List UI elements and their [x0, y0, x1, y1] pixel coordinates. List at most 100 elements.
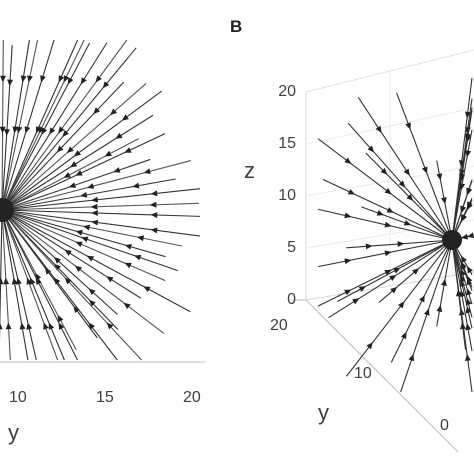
panel-b-trajectory-29-arrowhead-1 [436, 173, 443, 181]
panel-a-trajectory-26-arrowhead-2 [75, 230, 83, 236]
panel-a-trajectory-13-arrowhead-1 [110, 108, 118, 116]
panel-a-plot: 10 15 20 y [0, 39, 205, 445]
panel-a-equilibrium-point [0, 198, 14, 222]
panel-a-trajectory-39-arrowhead-1 [48, 322, 55, 330]
panel-b-trajectory-33-arrowhead-1 [465, 133, 471, 141]
panel-b-trajectory-21-arrowhead-1 [344, 212, 352, 219]
panel-b-trajectory-38-arrowhead-2 [461, 213, 467, 222]
panel-a-trajectory-16-arrowhead-2 [63, 172, 71, 178]
panel-a-trajectory-28 [1, 209, 166, 282]
panel-a-trajectory-37 [1, 209, 77, 351]
panel-b-trajectory-24 [317, 138, 453, 241]
panel-a-trajectory-9-arrowhead-2 [49, 127, 56, 135]
panel-a-trajectory-8-arrowhead-2 [41, 127, 48, 135]
panel-b-trajectory-27-arrowhead-1 [375, 125, 382, 133]
panel-b-trajectory-5-arrowhead-2 [460, 261, 467, 269]
panel-a-trajectory-30-arrowhead-2 [64, 249, 72, 256]
panel-a-trajectory-8-arrowhead-1 [67, 77, 74, 85]
panel-a-trajectory-2 [1, 45, 13, 211]
panel-b-trajectory-2-arrowhead-2 [461, 255, 467, 263]
panel-a-trajectory-12-arrowhead-2 [56, 145, 64, 153]
panel-a-trajectory-1 [1, 39, 4, 211]
panel-b-trajectory-16 [328, 239, 453, 319]
panel-b-trajectory-14 [346, 239, 453, 377]
panel-a-trajectory-8 [1, 42, 91, 211]
panel-b-trajectory-5-arrowhead-1 [466, 275, 473, 283]
panel-b-y-tick-10: 10 [354, 365, 372, 382]
panel-b-trajectory-12-arrowhead-1 [408, 354, 415, 362]
panel-a-trajectory-35-arrowhead-2 [44, 267, 52, 275]
panel-b-trajectory-11-arrowhead-1 [436, 304, 443, 313]
panel-a-trajectory-24-arrowhead-2 [91, 219, 99, 226]
panel-a-trajectory-41 [1, 209, 37, 361]
panel-a-trajectory-5-arrowhead-1 [40, 75, 46, 83]
panel-b-trajectory-23-arrowhead-1 [347, 189, 356, 195]
panel-b-trajectory-8-arrowhead-1 [464, 354, 471, 362]
panel-a-trajectory-33-arrowhead-1 [88, 299, 96, 307]
panel-b-trajectory-17-arrowhead-1 [358, 286, 367, 292]
panel-a-trajectory-39 [1, 209, 65, 361]
panel-a-trajectory-19 [1, 160, 191, 211]
panel-a-trajectory-7-arrowhead-2 [38, 126, 45, 134]
panel-a-trajectory-13 [1, 83, 147, 211]
panel-a-trajectory-2-arrowhead-1 [7, 79, 14, 87]
panel-a-trajectory-42 [1, 209, 29, 361]
panel-a-trajectory-17-arrowhead-1 [124, 147, 132, 153]
panel-b-trajectory-36-arrowhead-1 [466, 187, 472, 195]
panel-b-trajectory-25-arrowhead-2 [406, 194, 414, 201]
panel-b-label: B [230, 17, 242, 36]
panel-a-trajectory-42-arrowhead-1 [19, 322, 26, 330]
panel-b-trajectory-23-arrowhead-2 [386, 207, 394, 213]
panel-b-trajectory-28 [396, 92, 453, 241]
panel-a-trajectory-1-arrowhead-2 [0, 126, 6, 134]
panel-b-trajectory-25-arrowhead-1 [380, 167, 388, 175]
panel-a-trajectory-44 [0, 209, 3, 342]
panel-a-trajectory-26 [1, 209, 166, 258]
panel-b-z-tick-15: 15 [278, 135, 296, 152]
panel-a-trajectory-38 [1, 209, 78, 361]
panel-a-trajectory-2-arrowhead-2 [4, 128, 10, 136]
panel-a-trajectory-21 [1, 188, 201, 211]
panel-b-z-tick-0: 0 [287, 291, 296, 308]
panel-a-trajectory-7-arrowhead-1 [63, 75, 70, 83]
panel-a-trajectory-3-arrowhead-2 [12, 126, 19, 134]
panel-b-trajectory-23 [322, 178, 453, 241]
panel-b-trajectory-32-arrowhead-1 [464, 111, 471, 119]
panel-a-trajectory-4-arrowhead-2 [16, 126, 23, 134]
panel-a-trajectory-11-arrowhead-1 [102, 81, 110, 89]
panel-a-trajectory-34-arrowhead-1 [106, 322, 114, 330]
panel-b-z-axis-label: z [244, 158, 255, 183]
panel-b-z-tick-10: 10 [278, 187, 296, 204]
panel-a-trajectory-42-arrowhead-2 [11, 277, 18, 285]
panel-b-y-tick-0: 0 [440, 417, 449, 434]
panel-b-trajectory-4-arrowhead-1 [465, 306, 472, 314]
panel-a-trajectory-10 [1, 39, 128, 211]
panel-b-trajectory-6-arrowhead-2 [460, 268, 466, 277]
panel-a-trajectory-32-arrowhead-2 [53, 257, 61, 264]
panel-b-trajectory-19-arrowhead-2 [384, 250, 392, 257]
panel-a-trajectory-15-arrowhead-2 [69, 161, 78, 168]
panel-b-z-tick-20: 20 [278, 83, 296, 100]
panel-b-trajectory-13-arrowhead-1 [400, 331, 407, 340]
panel-a-trajectory-40-arrowhead-2 [26, 277, 33, 285]
panel-a-trajectory-12 [1, 81, 125, 211]
panel-b-trajectory-35-arrowhead-1 [465, 150, 472, 158]
panel-a-trajectory-25 [1, 209, 183, 247]
panel-a-trajectory-19-arrowhead-1 [143, 168, 151, 175]
panel-a-trajectory-18-arrowhead-2 [68, 182, 77, 188]
panel-b-trajectory-13 [390, 239, 453, 363]
panel-a-trajectory-38-arrowhead-1 [58, 322, 65, 330]
panel-a-trajectory-20-arrowhead-1 [132, 182, 140, 189]
panel-b-trajectory-38-arrowhead-1 [467, 201, 473, 209]
panel-a-trajectory-17 [1, 133, 166, 211]
panel-a-trajectory-43-arrowhead-1 [5, 322, 12, 330]
panel-a-trajectory-19-arrowhead-2 [86, 183, 95, 189]
panel-b-plot: 20 15 10 5 0 z 20 10 0 y [244, 49, 474, 453]
panel-a-trajectory-20-arrowhead-2 [80, 191, 88, 198]
panel-a-trajectory-4-arrowhead-1 [27, 75, 33, 83]
panel-b-trajectory-16-arrowhead-2 [389, 274, 397, 282]
panel-b-trajectory-19 [317, 239, 453, 268]
panel-b-trajectory-22-arrowhead-1 [376, 210, 384, 216]
panel-a-trajectory-28-arrowhead-2 [75, 241, 83, 248]
panel-a-trajectory-33-arrowhead-2 [54, 263, 61, 271]
